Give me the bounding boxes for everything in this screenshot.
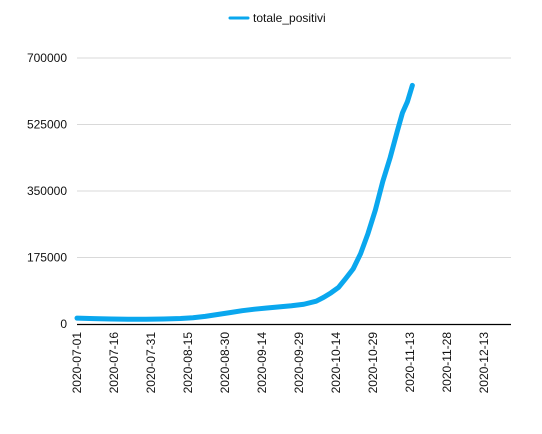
y-tick-label: 525000 xyxy=(27,118,67,132)
grid-lines xyxy=(77,57,511,258)
x-tick-label: 2020-07-31 xyxy=(144,332,158,394)
x-tick-label: 2020-11-28 xyxy=(440,332,454,393)
series-line-totale-positivi xyxy=(74,82,415,322)
y-axis-ticks: 0 175000 350000 525000 700000 xyxy=(27,51,67,331)
y-tick-label: 0 xyxy=(60,317,67,331)
legend: totale_positivi xyxy=(228,11,326,25)
x-tick-label: 2020-11-13 xyxy=(403,332,417,393)
y-tick-label: 350000 xyxy=(27,184,67,198)
x-tick-label: 2020-07-01 xyxy=(70,332,84,394)
x-tick-label: 2020-09-14 xyxy=(255,332,269,394)
legend-label-totale-positivi: totale_positivi xyxy=(253,11,326,25)
x-tick-label: 2020-08-15 xyxy=(181,332,195,394)
y-tick-label: 700000 xyxy=(27,51,67,65)
x-axis-ticks: 2020-07-01 2020-07-16 2020-07-31 2020-08-15… xyxy=(70,332,491,394)
y-tick-label: 175000 xyxy=(27,251,67,265)
x-tick-label: 2020-12-13 xyxy=(477,332,491,394)
x-tick-label: 2020-09-29 xyxy=(292,332,306,394)
x-tick-label: 2020-08-30 xyxy=(218,332,232,394)
x-tick-label: 2020-10-14 xyxy=(329,332,343,394)
x-tick-label: 2020-07-16 xyxy=(107,332,121,394)
x-tick-label: 2020-10-29 xyxy=(366,332,380,394)
